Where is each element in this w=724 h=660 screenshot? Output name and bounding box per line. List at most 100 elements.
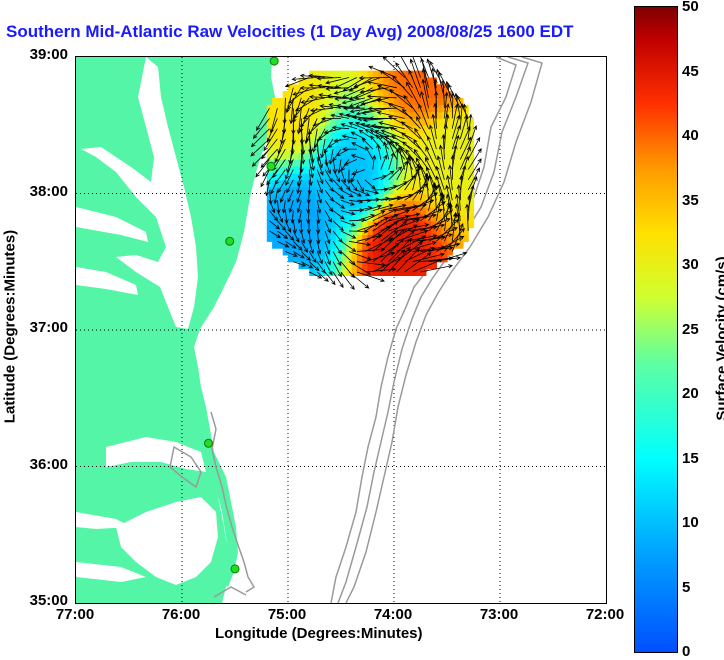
- velocity-cell: [373, 262, 379, 269]
- velocity-cell: [320, 235, 326, 242]
- velocity-cell: [452, 166, 458, 173]
- radar-station-marker[interactable]: [226, 237, 234, 245]
- velocity-cell: [277, 235, 283, 242]
- velocity-cell: [362, 71, 368, 78]
- radar-station-marker[interactable]: [267, 162, 275, 170]
- velocity-cell: [421, 207, 427, 214]
- velocity-cell: [394, 112, 400, 119]
- colorbar-tick-label: 25: [682, 321, 699, 338]
- map-svg: [76, 57, 606, 603]
- velocity-cell: [368, 139, 374, 146]
- velocity-cell: [346, 132, 352, 139]
- velocity-cell: [293, 146, 299, 153]
- velocity-cell: [421, 221, 427, 228]
- y-tick-label: 36:00: [8, 456, 68, 473]
- velocity-cell: [277, 98, 283, 105]
- velocity-cell: [421, 84, 427, 91]
- velocity-cell: [405, 166, 411, 173]
- radar-station-marker[interactable]: [205, 439, 213, 447]
- velocity-cell: [368, 166, 374, 173]
- velocity-cell: [346, 241, 352, 248]
- velocity-cell: [383, 112, 389, 119]
- velocity-cell: [272, 194, 278, 201]
- velocity-cell: [346, 139, 352, 146]
- velocity-cell: [410, 98, 416, 105]
- x-tick-label: 72:00: [575, 606, 635, 623]
- velocity-cell: [352, 255, 358, 262]
- velocity-cell: [362, 159, 368, 166]
- velocity-cell: [468, 214, 474, 221]
- velocity-cell: [309, 221, 315, 228]
- velocity-cell: [399, 84, 405, 91]
- velocity-cell: [283, 153, 289, 160]
- velocity-cell: [325, 139, 331, 146]
- velocity-cell: [293, 84, 299, 91]
- velocity-cell: [283, 91, 289, 98]
- velocity-cell: [368, 71, 374, 78]
- velocity-cell: [330, 118, 336, 125]
- velocity-cell: [320, 221, 326, 228]
- velocity-cell: [458, 139, 464, 146]
- velocity-cell: [346, 153, 352, 160]
- velocity-cell: [463, 194, 469, 201]
- y-axis-label: Latitude (Degrees:Minutes): [2, 222, 19, 432]
- colorbar-tick-label: 35: [682, 192, 699, 209]
- x-tick-label: 73:00: [469, 606, 529, 623]
- velocity-cell: [447, 146, 453, 153]
- velocity-cell: [352, 194, 358, 201]
- velocity-cell: [436, 118, 442, 125]
- velocity-cell: [283, 112, 289, 119]
- velocity-cell: [309, 207, 315, 214]
- velocity-cell: [468, 221, 474, 228]
- velocity-cell: [383, 78, 389, 85]
- velocity-cell: [458, 146, 464, 153]
- velocity-cell: [362, 173, 368, 180]
- velocity-cell: [320, 241, 326, 248]
- velocity-cell: [277, 118, 283, 125]
- velocity-cell: [468, 166, 474, 173]
- colorbar-tick-label: 45: [682, 63, 699, 80]
- colorbar-tick-label: 50: [682, 0, 699, 15]
- velocity-cell: [426, 187, 432, 194]
- velocity-cell: [458, 159, 464, 166]
- velocity-cell: [383, 180, 389, 187]
- velocity-cell: [452, 180, 458, 187]
- velocity-cell: [288, 255, 294, 262]
- map-plot-area[interactable]: [75, 56, 607, 604]
- velocity-cell: [309, 98, 315, 105]
- velocity-cell: [330, 132, 336, 139]
- radar-station-marker[interactable]: [270, 57, 278, 65]
- velocity-cell: [320, 194, 326, 201]
- velocity-cell: [436, 112, 442, 119]
- y-tick-label: 38:00: [8, 183, 68, 200]
- radar-station-marker[interactable]: [231, 565, 239, 573]
- x-tick-label: 74:00: [363, 606, 423, 623]
- velocity-cell: [293, 153, 299, 160]
- x-tick-label: 76:00: [151, 606, 211, 623]
- x-axis-label: Longitude (Degrees:Minutes): [215, 625, 423, 642]
- x-tick-label: 75:00: [257, 606, 317, 623]
- velocity-cell: [336, 132, 342, 139]
- velocity-cell: [283, 159, 289, 166]
- velocity-cell: [383, 166, 389, 173]
- velocity-cell: [442, 98, 448, 105]
- velocity-cell: [362, 221, 368, 228]
- velocity-cell: [421, 269, 427, 276]
- velocity-cell: [362, 180, 368, 187]
- velocity-cell: [341, 269, 347, 276]
- velocity-cell: [346, 71, 352, 78]
- velocity-cell: [357, 153, 363, 160]
- velocity-cell: [394, 84, 400, 91]
- velocity-cell: [267, 112, 273, 119]
- velocity-cell: [368, 159, 374, 166]
- velocity-cell: [463, 235, 469, 242]
- velocity-cell: [330, 235, 336, 242]
- velocity-cell: [436, 105, 442, 112]
- velocity-cell: [272, 241, 278, 248]
- velocity-cell: [447, 132, 453, 139]
- velocity-cell: [315, 173, 321, 180]
- velocity-cell: [436, 139, 442, 146]
- velocity-cell: [304, 91, 310, 98]
- velocity-cell: [463, 187, 469, 194]
- velocity-cell: [399, 269, 405, 276]
